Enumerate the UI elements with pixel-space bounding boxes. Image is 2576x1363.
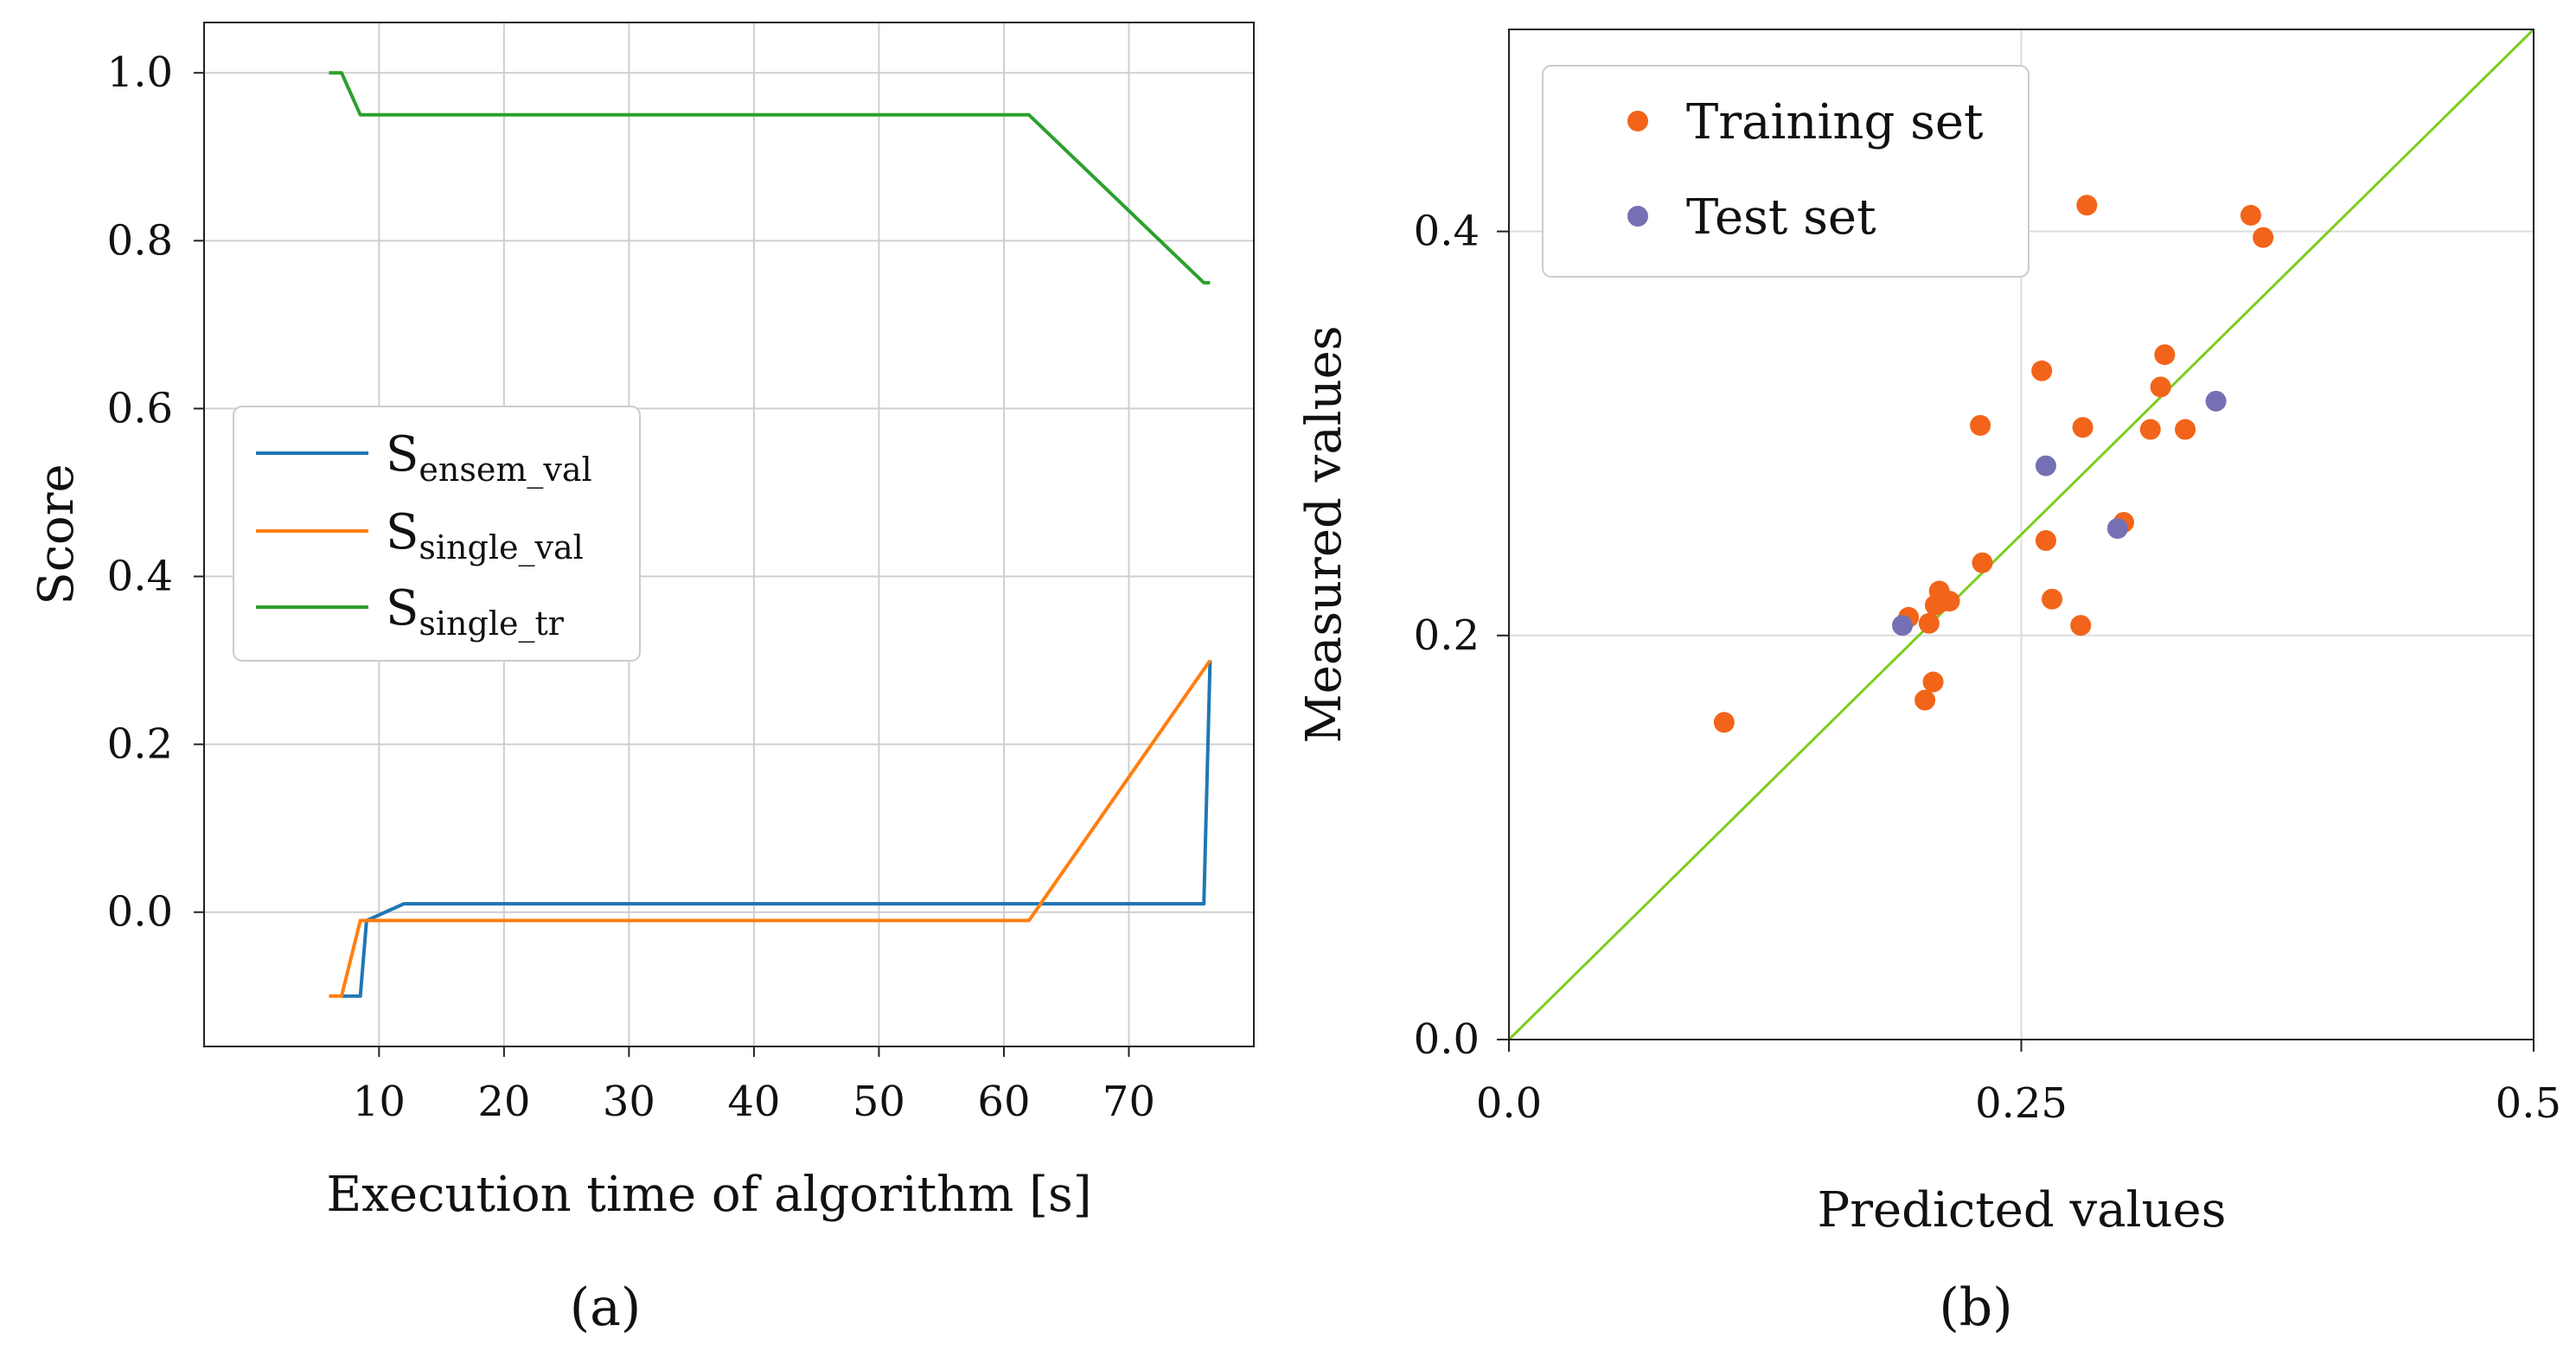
- panel-b-y-tick-label: 0.4: [1414, 208, 1480, 256]
- panel-b-legend-box: [1542, 65, 2029, 278]
- panel-b-x-tick-label: 0.5: [2496, 1079, 2561, 1128]
- panel-a-x-tick-label: 40: [727, 1078, 780, 1126]
- training-set-point: [1970, 414, 1991, 436]
- panel-b-legend: Training set Test set: [1542, 65, 2029, 278]
- panel-b-x-tick-label: 0.0: [1476, 1079, 1542, 1128]
- legend-entry-training-set: Training set: [1686, 94, 1984, 150]
- panel-a: 10 20 30 40 50 60 70 0.0 0.2 0.4 0.6 0.8 1.0 Sensem…: [29, 22, 1255, 1338]
- training-set-point: [2072, 417, 2093, 438]
- training-set-point: [2042, 588, 2063, 610]
- legend-entry-test-set: Test set: [1686, 189, 1876, 246]
- panel-a-y-tick-label: 0.0: [107, 888, 173, 937]
- series-single-tr-line: [329, 71, 1211, 285]
- panel-a-y-ticks: 0.0 0.2 0.4 0.6 0.8 1.0: [107, 48, 204, 937]
- training-set-point: [2076, 195, 2098, 216]
- training-set-point: [1918, 612, 1940, 634]
- legend-entry-single-val: Ssingle_val: [386, 504, 584, 567]
- test-set-point: [2035, 455, 2056, 477]
- panel-b-x-ticks: 0.0 0.25 0.5: [1476, 1040, 2561, 1128]
- panel-a-x-tick-label: 30: [603, 1078, 655, 1126]
- test-set-point: [2205, 390, 2227, 412]
- panel-b-reference-line: [1507, 28, 2535, 1041]
- series-ensem-val-line: [342, 660, 1212, 998]
- training-set-point: [2035, 530, 2056, 552]
- panel-b-y-axis-label: Measured values: [1296, 325, 1352, 743]
- panel-b: 0.0 0.25 0.5 0.0 0.2 0.4 Training set Test s…: [1296, 28, 2561, 1338]
- panel-a-y-tick-label: 1.0: [107, 48, 173, 97]
- panel-a-x-tick-label: 70: [1103, 1078, 1155, 1126]
- panel-a-x-ticks: 10 20 30 40 50 60 70: [353, 1046, 1155, 1126]
- panel-b-x-axis-label: Predicted values: [1818, 1182, 2227, 1238]
- training-set-point: [1972, 552, 1993, 573]
- training-set-point: [2139, 419, 2161, 440]
- training-set-point: [1914, 689, 1936, 711]
- test-set-point: [1892, 615, 1914, 637]
- panel-a-y-tick-label: 0.2: [107, 720, 173, 769]
- panel-b-points: [1713, 195, 2274, 733]
- training-set-point: [2240, 204, 2261, 226]
- training-set-point: [2150, 376, 2171, 398]
- legend-marker-test-set: [1627, 206, 1648, 227]
- training-set-point: [2070, 615, 2092, 637]
- training-set-point: [1939, 591, 1960, 612]
- panel-a-x-axis-label: Execution time of algorithm [s]: [326, 1167, 1091, 1223]
- training-set-point: [2154, 344, 2176, 366]
- legend-entry-single-tr: Ssingle_tr: [386, 580, 565, 643]
- panel-b-y-tick-label: 0.2: [1414, 611, 1480, 660]
- training-set-point: [1922, 671, 1944, 693]
- test-set-point: [2106, 517, 2128, 539]
- training-set-point: [2175, 419, 2196, 440]
- panel-a-y-tick-label: 0.8: [107, 216, 173, 265]
- panel-a-series: [329, 71, 1212, 998]
- training-set-point: [2031, 360, 2053, 381]
- panel-b-caption: (b): [1939, 1277, 2012, 1338]
- panel-a-plot-frame: [203, 22, 1255, 1047]
- training-set-point: [1713, 712, 1735, 733]
- panel-b-y-tick-label: 0.0: [1414, 1015, 1480, 1064]
- panel-b-x-tick-label: 0.25: [1975, 1079, 2068, 1128]
- training-set-point: [2253, 227, 2274, 248]
- panel-a-x-tick-label: 20: [477, 1078, 530, 1126]
- panel-a-caption: (a): [570, 1277, 642, 1338]
- panel-a-y-axis-label: Score: [29, 464, 85, 605]
- panel-a-y-tick-label: 0.4: [107, 553, 173, 601]
- legend-marker-training-set: [1627, 111, 1648, 131]
- panel-a-x-tick-label: 10: [353, 1078, 406, 1126]
- panel-a-legend-box: [233, 406, 641, 662]
- series-single-val-line: [329, 659, 1212, 998]
- panel-a-x-tick-label: 50: [853, 1078, 905, 1126]
- panel-b-y-ticks: 0.0 0.2 0.4: [1414, 208, 1509, 1064]
- legend-entry-ensem-val: Sensem_val: [386, 426, 592, 490]
- panel-a-y-tick-label: 0.6: [107, 384, 173, 432]
- panel-a-x-tick-label: 60: [977, 1078, 1030, 1126]
- panel-a-legend: Sensem_val Ssingle_val Ssingle_tr: [233, 406, 641, 662]
